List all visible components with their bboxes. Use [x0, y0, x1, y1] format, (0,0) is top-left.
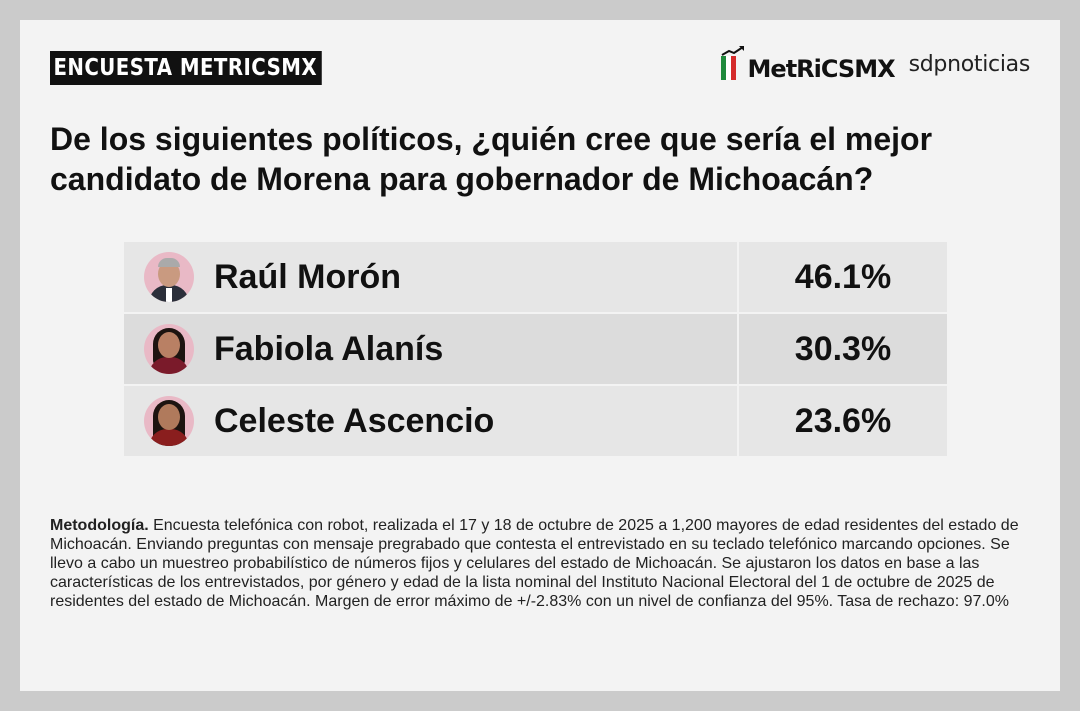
- candidate-cell: Celeste Ascencio: [124, 386, 737, 456]
- table-row: Celeste Ascencio 23.6%: [124, 386, 947, 456]
- candidate-percentage: 30.3%: [739, 314, 947, 384]
- candidate-name: Raúl Morón: [214, 257, 401, 296]
- candidate-percentage: 23.6%: [739, 386, 947, 456]
- avatar: [144, 396, 194, 446]
- candidate-cell: Fabiola Alanís: [124, 314, 737, 384]
- brand-logos: MetRiCSMX sdpnoticias: [720, 46, 1031, 83]
- candidate-name: Fabiola Alanís: [214, 329, 444, 368]
- poll-card: ENCUESTA METRICSMX MetRiCSMX sdpnoticias…: [20, 20, 1060, 691]
- metricsmx-logo-text: MetRiCSMX: [747, 55, 896, 83]
- avatar: [144, 252, 194, 302]
- survey-question: De los siguientes políticos, ¿quién cree…: [50, 121, 933, 197]
- candidate-name: Celeste Ascencio: [214, 401, 495, 440]
- trend-arrow-icon: [721, 46, 744, 56]
- table-row: Raúl Morón 46.1%: [124, 242, 947, 312]
- survey-tag: ENCUESTA METRICSMX: [50, 51, 322, 85]
- flag-chart-icon: [720, 46, 745, 80]
- candidate-cell: Raúl Morón: [124, 242, 737, 312]
- methodology-note: Metodología. Encuesta telefónica con rob…: [50, 516, 1035, 611]
- avatar: [144, 324, 194, 374]
- results-table: Raúl Morón 46.1% Fabiola Alanís 30.3%: [124, 242, 947, 458]
- sdpnoticias-logo: sdpnoticias: [908, 52, 1031, 77]
- methodology-text: Encuesta telefónica con robot, realizada…: [50, 517, 1019, 610]
- candidate-percentage: 46.1%: [739, 242, 947, 312]
- metricsmx-logo: MetRiCSMX: [720, 46, 896, 83]
- table-row: Fabiola Alanís 30.3%: [124, 314, 947, 384]
- methodology-label: Metodología.: [50, 517, 149, 534]
